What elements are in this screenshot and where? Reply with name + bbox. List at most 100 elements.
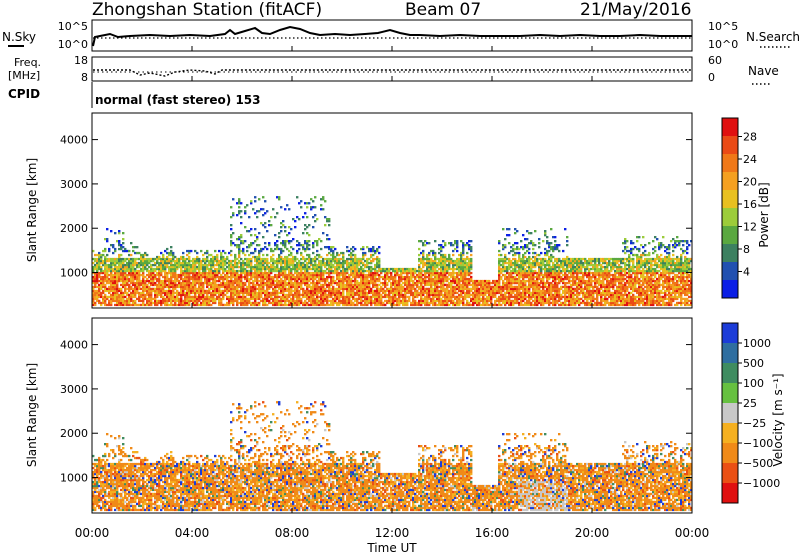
range-cell <box>356 299 359 303</box>
range-cell <box>164 269 167 273</box>
range-cell <box>508 289 511 293</box>
range-cell <box>108 281 111 285</box>
range-cell <box>242 281 245 285</box>
range-cell <box>526 257 529 261</box>
range-cell <box>320 255 323 259</box>
range-cell <box>172 279 175 283</box>
range-cell <box>316 303 319 307</box>
range-cell <box>484 281 487 285</box>
range-cell <box>376 293 379 297</box>
range-cell <box>120 279 123 283</box>
range-cell <box>318 277 321 281</box>
range-cell <box>322 232 325 235</box>
range-cell <box>310 293 313 297</box>
range-cell <box>452 293 455 297</box>
range-cell <box>508 277 511 281</box>
range-cell <box>454 297 457 301</box>
range-cell <box>420 259 423 263</box>
range-cell <box>318 275 321 279</box>
range-cell <box>446 289 449 293</box>
range-cell <box>92 293 95 297</box>
range-cell <box>440 289 443 293</box>
range-cell <box>368 289 371 293</box>
range-cell <box>106 281 109 285</box>
range-cell <box>108 303 111 307</box>
range-cell <box>430 301 433 305</box>
range-cell <box>276 283 279 287</box>
range-cell <box>530 275 533 279</box>
range-cell <box>258 244 261 247</box>
range-cell <box>352 297 355 301</box>
range-cell <box>198 263 201 267</box>
range-cell <box>494 279 497 283</box>
range-cell <box>450 293 453 297</box>
range-cell <box>280 247 283 251</box>
range-cell <box>286 303 289 307</box>
range-cell <box>452 287 455 291</box>
range-cell <box>460 255 463 259</box>
range-cell <box>530 285 533 289</box>
range-cell <box>248 279 251 283</box>
range-cell <box>348 291 351 295</box>
range-cell <box>364 259 367 263</box>
range-cell <box>392 289 395 293</box>
range-cell <box>462 299 465 303</box>
range-cell <box>138 251 141 255</box>
range-cell <box>198 267 201 271</box>
range-cell <box>378 269 381 273</box>
range-cell <box>426 255 429 259</box>
range-cell <box>286 283 289 287</box>
range-cell <box>124 279 127 283</box>
range-cell <box>266 281 269 285</box>
range-cell <box>504 255 507 259</box>
range-cell <box>180 299 183 303</box>
range-cell <box>164 263 167 267</box>
range-cell <box>120 273 123 277</box>
range-cell <box>178 285 181 289</box>
range-cell <box>142 299 145 303</box>
range-cell <box>300 281 303 285</box>
range-cell <box>264 297 267 301</box>
range-cell <box>260 273 263 277</box>
range-cell <box>460 277 463 281</box>
range-cell <box>268 271 271 275</box>
range-cell <box>522 291 525 295</box>
range-cell <box>370 279 373 283</box>
range-cell <box>168 251 171 255</box>
range-cell <box>142 253 145 257</box>
range-cell <box>422 285 425 289</box>
range-cell <box>474 299 477 303</box>
range-cell <box>234 273 237 277</box>
range-cell <box>352 269 355 273</box>
range-cell <box>306 287 309 291</box>
range-cell <box>322 208 325 211</box>
range-cell <box>122 273 125 277</box>
range-cell <box>466 251 469 255</box>
range-cell <box>190 289 193 293</box>
range-cell <box>466 281 469 285</box>
range-cell <box>408 269 411 273</box>
range-cell <box>142 281 145 285</box>
range-cell <box>114 287 117 291</box>
range-cell <box>304 299 307 303</box>
range-cell <box>364 269 367 273</box>
range-cell <box>376 265 379 269</box>
range-cell <box>228 299 231 303</box>
range-cell <box>308 273 311 277</box>
range-cell <box>168 259 171 263</box>
range-cell <box>184 299 187 303</box>
range-cell <box>452 299 455 303</box>
range-cell <box>534 281 537 285</box>
range-cell <box>454 289 457 293</box>
range-cell <box>228 271 231 275</box>
range-cell <box>232 279 235 283</box>
range-cell <box>268 279 271 283</box>
range-cell <box>108 263 111 267</box>
range-cell <box>328 287 331 291</box>
range-cell <box>164 257 167 261</box>
range-cell <box>472 295 475 299</box>
range-cell <box>190 271 193 275</box>
range-cell <box>194 277 197 281</box>
range-cell <box>166 299 169 303</box>
range-cell <box>278 257 281 261</box>
